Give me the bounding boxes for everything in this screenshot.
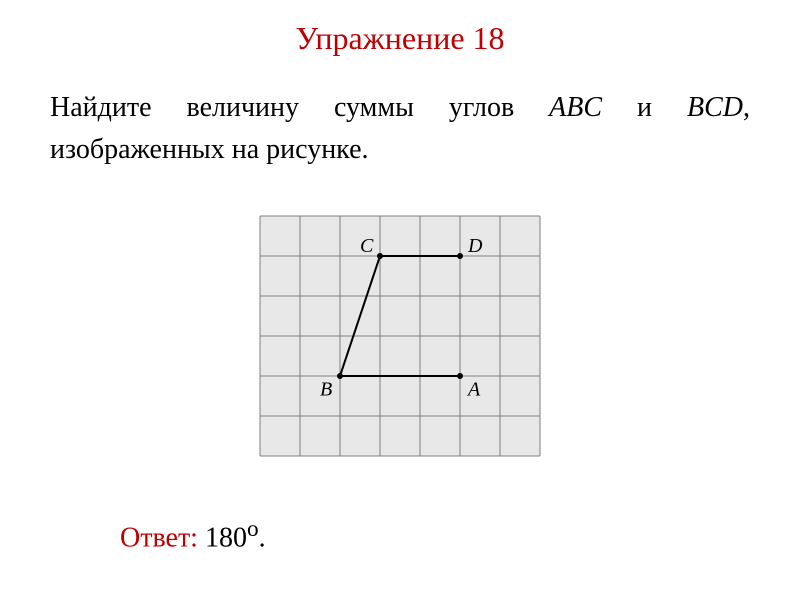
svg-text:A: A [466,379,481,401]
answer-period: . [259,522,266,553]
diagram-container: A B C D [0,191,800,486]
problem-var2: BCD [687,92,743,123]
diagram-svg: A B C D [235,191,565,481]
exercise-title: Упражнение 18 [0,0,800,57]
answer-line: Ответ: 180о. [0,486,800,554]
answer-label: Ответ: [120,522,198,553]
svg-text:C: C [360,235,374,257]
problem-mid: и [602,92,687,123]
problem-prefix: Найдите величину суммы углов [50,92,549,123]
svg-text:B: B [320,379,332,401]
problem-var1: ABC [549,92,602,123]
svg-text:D: D [467,235,483,257]
answer-degree: о [247,516,259,542]
geometry-diagram: A B C D [235,191,565,486]
title-text: Упражнение 18 [295,20,504,56]
answer-value: 180 [198,522,247,553]
problem-statement: Найдите величину суммы углов ABC и BCD, … [0,57,800,171]
